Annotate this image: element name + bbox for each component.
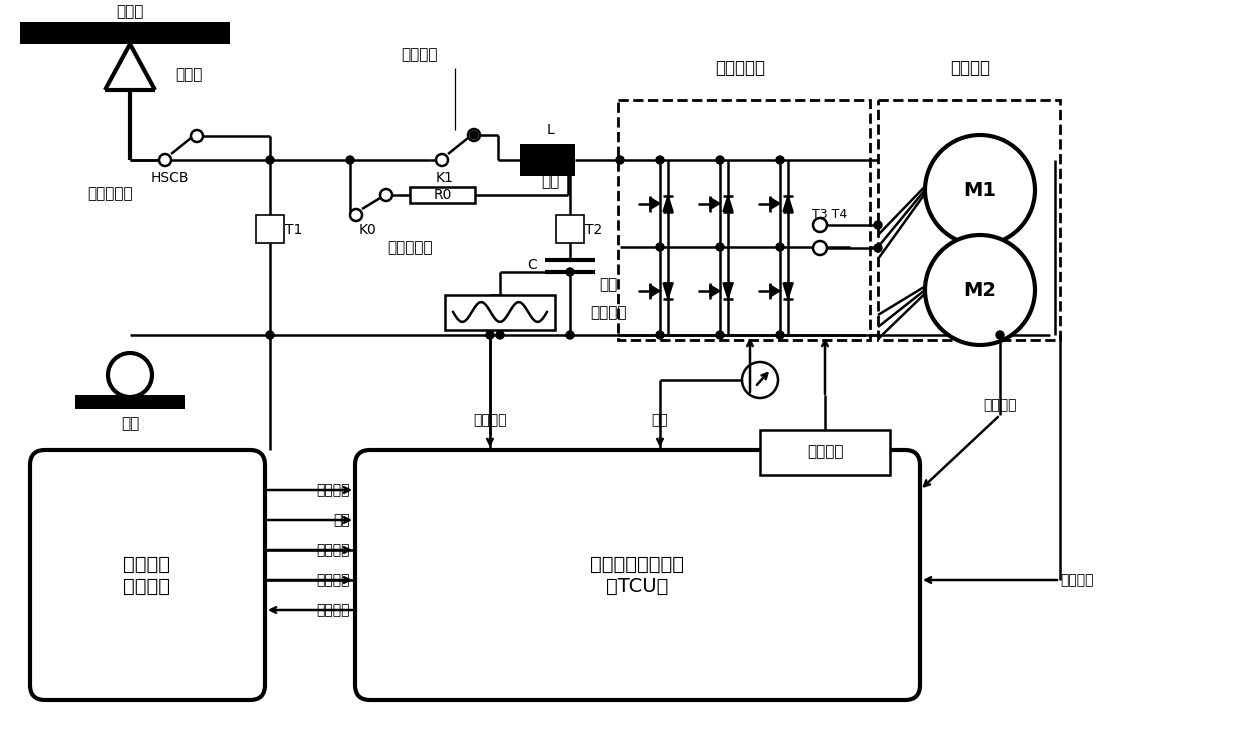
Text: 主接触器: 主接触器 bbox=[402, 48, 438, 63]
Circle shape bbox=[350, 209, 362, 221]
Polygon shape bbox=[782, 195, 794, 212]
Circle shape bbox=[813, 241, 827, 255]
Text: 车辆逻辑
控制系统: 车辆逻辑 控制系统 bbox=[124, 554, 171, 595]
Circle shape bbox=[715, 156, 724, 164]
Text: 牵引电机: 牵引电机 bbox=[950, 59, 990, 77]
Circle shape bbox=[874, 244, 882, 252]
Text: 电容电压: 电容电压 bbox=[316, 483, 350, 497]
Circle shape bbox=[159, 154, 171, 166]
Text: 运行状态: 运行状态 bbox=[316, 603, 350, 617]
Bar bbox=[74, 395, 185, 409]
Text: 过温信号: 过温信号 bbox=[474, 413, 507, 427]
Text: M1: M1 bbox=[963, 181, 997, 199]
Text: K0: K0 bbox=[360, 223, 377, 237]
Circle shape bbox=[925, 235, 1035, 345]
FancyBboxPatch shape bbox=[355, 450, 920, 700]
Circle shape bbox=[565, 156, 574, 164]
Bar bbox=[556, 215, 584, 243]
Circle shape bbox=[496, 331, 503, 339]
Circle shape bbox=[565, 268, 574, 276]
Text: 网压: 网压 bbox=[334, 513, 350, 527]
Text: 牵引变流器: 牵引变流器 bbox=[715, 59, 765, 77]
Polygon shape bbox=[663, 283, 673, 299]
Circle shape bbox=[191, 130, 203, 142]
Bar bbox=[618, 100, 870, 340]
Polygon shape bbox=[711, 285, 720, 297]
Circle shape bbox=[436, 154, 448, 166]
Text: 控制指令: 控制指令 bbox=[316, 573, 350, 587]
Circle shape bbox=[715, 331, 724, 339]
Text: 电机转速: 电机转速 bbox=[1060, 573, 1094, 587]
Polygon shape bbox=[663, 195, 673, 212]
Bar bbox=[410, 187, 475, 203]
Text: M2: M2 bbox=[963, 280, 997, 299]
Circle shape bbox=[656, 156, 663, 164]
Text: 高速断路器: 高速断路器 bbox=[87, 186, 133, 201]
Text: 牵引传动控制系统
（TCU）: 牵引传动控制系统 （TCU） bbox=[590, 554, 684, 595]
Circle shape bbox=[379, 189, 392, 201]
Polygon shape bbox=[723, 283, 733, 299]
Polygon shape bbox=[711, 198, 720, 210]
Circle shape bbox=[776, 243, 784, 251]
Text: HSCB: HSCB bbox=[151, 171, 190, 185]
FancyBboxPatch shape bbox=[30, 450, 265, 700]
Circle shape bbox=[874, 221, 882, 229]
Polygon shape bbox=[650, 198, 660, 210]
Circle shape bbox=[467, 129, 480, 141]
Circle shape bbox=[486, 331, 494, 339]
Circle shape bbox=[564, 156, 572, 164]
Text: T1: T1 bbox=[285, 223, 303, 237]
Bar bbox=[878, 100, 1060, 340]
Text: 温度: 温度 bbox=[652, 413, 668, 427]
Polygon shape bbox=[650, 285, 660, 297]
Text: 电容: 电容 bbox=[599, 278, 618, 292]
Circle shape bbox=[267, 331, 274, 339]
Circle shape bbox=[656, 331, 663, 339]
Text: 转矩指令: 转矩指令 bbox=[316, 543, 350, 557]
Text: K1: K1 bbox=[436, 171, 454, 185]
Circle shape bbox=[996, 331, 1004, 339]
Polygon shape bbox=[723, 195, 733, 212]
Circle shape bbox=[656, 243, 663, 251]
Polygon shape bbox=[782, 283, 794, 299]
Polygon shape bbox=[770, 198, 780, 210]
Text: L: L bbox=[546, 123, 554, 137]
Text: 预充电回路: 预充电回路 bbox=[387, 240, 433, 255]
Polygon shape bbox=[770, 285, 780, 297]
Circle shape bbox=[715, 243, 724, 251]
Circle shape bbox=[565, 331, 574, 339]
Circle shape bbox=[346, 156, 353, 164]
Bar bbox=[445, 295, 556, 330]
Text: 驱动脉冲: 驱动脉冲 bbox=[807, 445, 843, 460]
Bar bbox=[520, 144, 575, 176]
Text: 电感: 电感 bbox=[541, 175, 559, 189]
Circle shape bbox=[616, 156, 624, 164]
Text: 接触网: 接触网 bbox=[117, 4, 144, 19]
Text: T3 T4: T3 T4 bbox=[812, 208, 848, 222]
Circle shape bbox=[470, 131, 477, 139]
Circle shape bbox=[742, 362, 777, 398]
Circle shape bbox=[776, 331, 784, 339]
Text: R0: R0 bbox=[434, 188, 453, 202]
Circle shape bbox=[925, 135, 1035, 245]
Text: C: C bbox=[527, 258, 537, 272]
Text: 制动电阻: 制动电阻 bbox=[590, 306, 626, 321]
Circle shape bbox=[267, 156, 274, 164]
Circle shape bbox=[813, 218, 827, 232]
Text: 受电弓: 受电弓 bbox=[175, 67, 202, 83]
Bar bbox=[760, 430, 890, 475]
Bar bbox=[20, 22, 229, 44]
Text: T2: T2 bbox=[585, 223, 603, 237]
Text: 铁轨: 铁轨 bbox=[120, 416, 139, 431]
Text: 电机电流: 电机电流 bbox=[983, 398, 1017, 412]
Circle shape bbox=[108, 353, 153, 397]
Bar bbox=[255, 215, 284, 243]
Circle shape bbox=[776, 156, 784, 164]
